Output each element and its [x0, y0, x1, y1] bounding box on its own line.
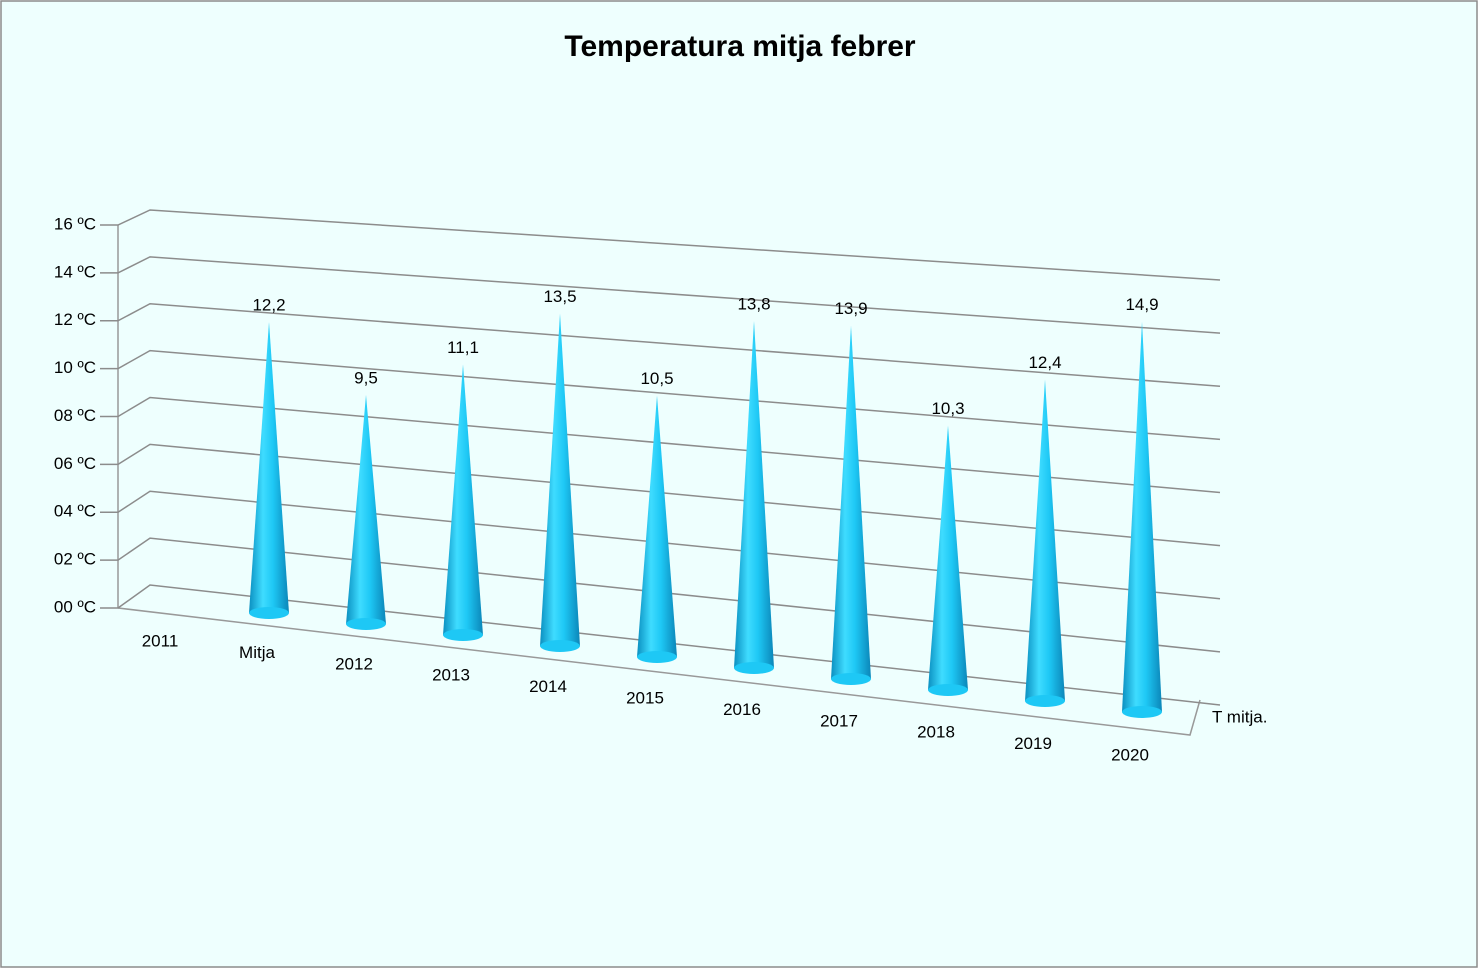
y-tick-label: 04 ºC — [54, 502, 96, 521]
grid-line — [100, 256, 1221, 334]
data-label: 11,1 — [447, 338, 479, 357]
cone-body — [346, 394, 386, 624]
floor-edge — [117, 607, 1201, 736]
x-tick-label: 2017 — [820, 711, 858, 730]
cone-base — [540, 640, 580, 652]
cone-body — [443, 364, 483, 635]
cone — [1122, 321, 1162, 718]
x-tick-label: Mitja — [239, 643, 275, 662]
cone — [831, 325, 871, 685]
y-tick-label: 02 ºC — [54, 550, 96, 569]
x-tick-label: 2011 — [142, 631, 179, 650]
x-tick-label: 2013 — [432, 666, 470, 685]
chart-title: Temperatura mitja febrer — [564, 30, 916, 63]
y-tick-label: 10 ºC — [54, 358, 96, 377]
cone — [249, 321, 289, 619]
series-label: T mitja. — [1212, 707, 1267, 726]
cone — [734, 320, 774, 674]
data-label: 9,5 — [354, 368, 378, 387]
data-label: 10,3 — [931, 399, 964, 418]
cone-body — [249, 321, 289, 613]
cone — [540, 313, 580, 652]
cone-base — [249, 607, 289, 619]
x-tick-label: 2018 — [917, 723, 955, 742]
grid-line — [100, 302, 1221, 387]
y-tick-label: 06 ºC — [54, 454, 96, 473]
data-label: 10,5 — [640, 369, 673, 388]
x-tick-label: 2012 — [335, 654, 373, 673]
x-tick-label: 2014 — [529, 677, 567, 696]
y-tick-label: 08 ºC — [54, 406, 96, 425]
y-tick-label: 12 ºC — [54, 310, 96, 329]
cone-body — [637, 395, 677, 657]
x-tick-label: 2016 — [723, 700, 761, 719]
cone — [637, 395, 677, 663]
cone-body — [1122, 321, 1162, 712]
x-tick-label: 2015 — [626, 688, 664, 707]
data-label: 12,2 — [252, 295, 285, 314]
data-label: 13,8 — [737, 294, 770, 313]
cone-body — [734, 320, 774, 668]
y-tick-label: 14 ºC — [54, 262, 96, 281]
cone-base — [1025, 695, 1065, 707]
grid-line — [100, 209, 1221, 281]
cone — [1025, 379, 1065, 707]
y-tick-label: 16 ºC — [54, 214, 96, 233]
cone-base — [346, 618, 386, 630]
cone-base — [443, 629, 483, 641]
grid-line — [100, 349, 1221, 441]
x-tick-label: 2020 — [1111, 745, 1149, 764]
grid-line — [100, 490, 1221, 600]
grid-line — [100, 537, 1221, 653]
cone-body — [540, 313, 580, 646]
grid-line — [100, 396, 1221, 494]
cone-base — [637, 651, 677, 663]
data-label: 14,9 — [1125, 295, 1158, 314]
cone-base — [1122, 706, 1162, 718]
cone — [346, 394, 386, 630]
cone-body — [1025, 379, 1065, 701]
cone-base — [734, 662, 774, 674]
data-label: 13,5 — [543, 287, 576, 306]
cone-body — [831, 325, 871, 679]
grid-line — [100, 443, 1221, 547]
cone-base — [831, 673, 871, 685]
data-label: 12,4 — [1028, 353, 1061, 372]
y-tick-label: 00 ºC — [54, 597, 96, 616]
cone-base — [928, 684, 968, 696]
data-label: 13,9 — [834, 299, 867, 318]
cone — [928, 425, 968, 696]
x-tick-label: 2019 — [1014, 734, 1052, 753]
cone-body — [928, 425, 968, 690]
cone — [443, 364, 483, 641]
grid-line — [100, 584, 1221, 706]
